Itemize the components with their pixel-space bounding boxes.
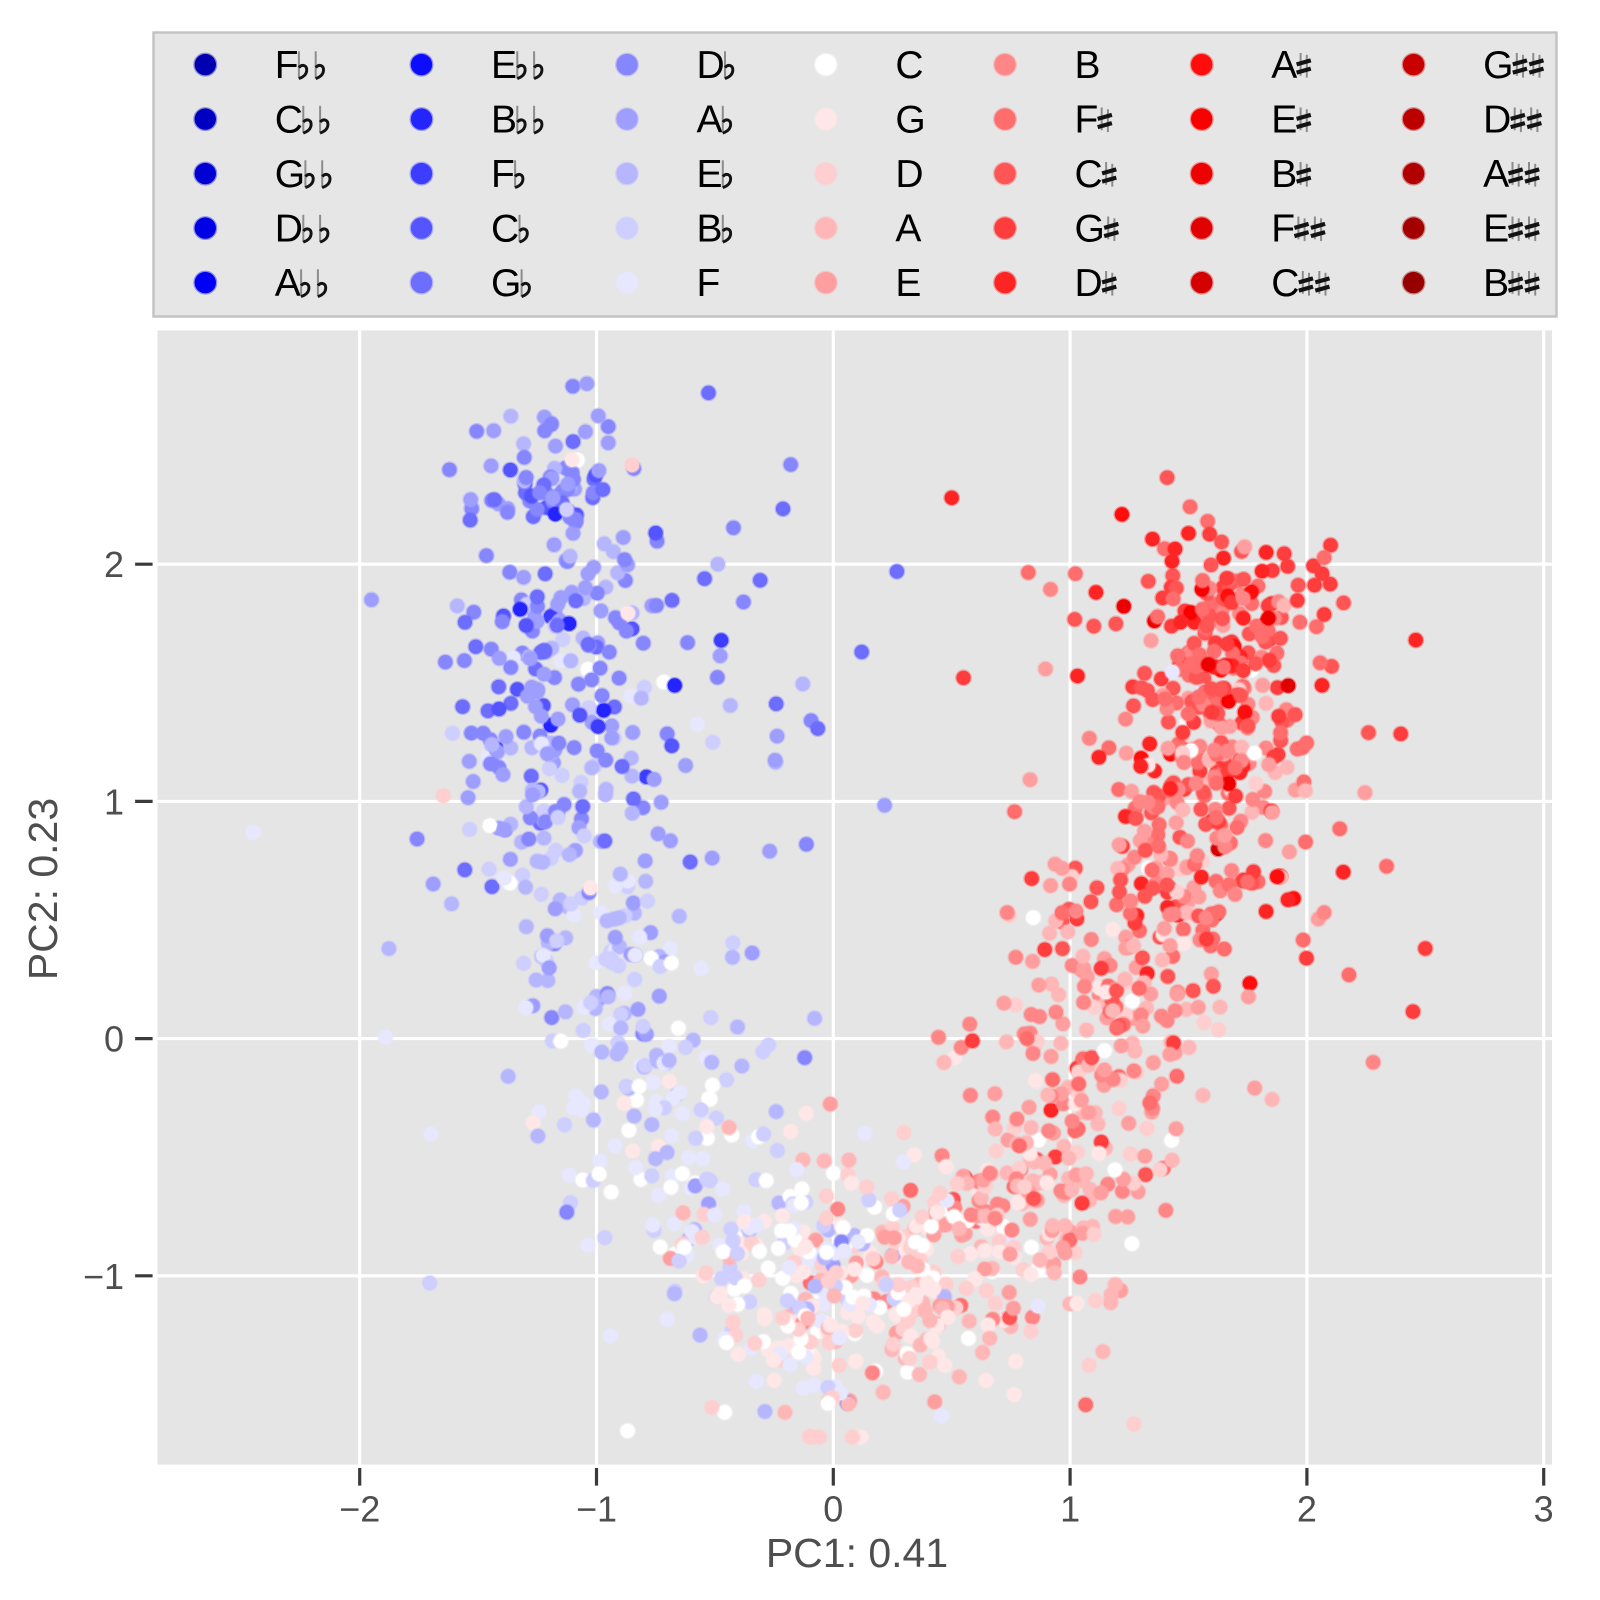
svg-text:C: C [275, 98, 303, 141]
svg-text:E: E [697, 153, 723, 196]
svg-text:PC2: 0.23: PC2: 0.23 [20, 798, 66, 980]
svg-text:2: 2 [104, 544, 124, 585]
svg-text:G: G [491, 262, 521, 305]
svg-text:D: D [1075, 262, 1103, 305]
svg-text:A: A [697, 98, 723, 141]
svg-text:C: C [491, 207, 519, 250]
svg-text:0: 0 [104, 1019, 124, 1060]
svg-text:C: C [895, 44, 923, 87]
svg-text:1: 1 [1060, 1489, 1080, 1530]
svg-text:B: B [1271, 153, 1297, 196]
svg-text:G: G [1075, 207, 1105, 250]
svg-text:B: B [697, 207, 723, 250]
svg-text:E: E [1483, 207, 1509, 250]
svg-text:D: D [895, 153, 923, 196]
svg-text:F: F [275, 44, 299, 87]
svg-text:B: B [1075, 44, 1101, 87]
svg-text:A: A [1483, 153, 1509, 196]
svg-text:A: A [895, 207, 921, 250]
svg-text:1: 1 [104, 781, 124, 822]
svg-text:D: D [275, 207, 303, 250]
svg-text:B: B [1483, 262, 1509, 305]
svg-text:A: A [1271, 44, 1297, 87]
svg-text:G: G [1483, 44, 1513, 87]
svg-text:F: F [1271, 207, 1295, 250]
svg-text:0: 0 [823, 1489, 843, 1530]
svg-text:G: G [895, 98, 925, 141]
svg-text:−2: −2 [339, 1489, 380, 1530]
svg-text:G: G [275, 153, 305, 196]
svg-text:D: D [697, 44, 725, 87]
svg-text:−1: −1 [576, 1489, 617, 1530]
svg-text:PC1: 0.41: PC1: 0.41 [766, 1530, 948, 1576]
svg-text:E: E [491, 44, 517, 87]
svg-text:3: 3 [1534, 1489, 1554, 1530]
svg-text:2: 2 [1297, 1489, 1317, 1530]
svg-text:C: C [1271, 262, 1299, 305]
svg-text:F: F [491, 153, 515, 196]
svg-text:D: D [1483, 98, 1511, 141]
svg-text:B: B [491, 98, 517, 141]
svg-text:C: C [1075, 153, 1103, 196]
svg-text:−1: −1 [83, 1256, 124, 1297]
svg-text:F: F [1075, 98, 1099, 141]
svg-text:F: F [697, 262, 721, 305]
svg-text:E: E [895, 262, 921, 305]
svg-text:E: E [1271, 98, 1297, 141]
svg-text:A: A [275, 262, 301, 305]
